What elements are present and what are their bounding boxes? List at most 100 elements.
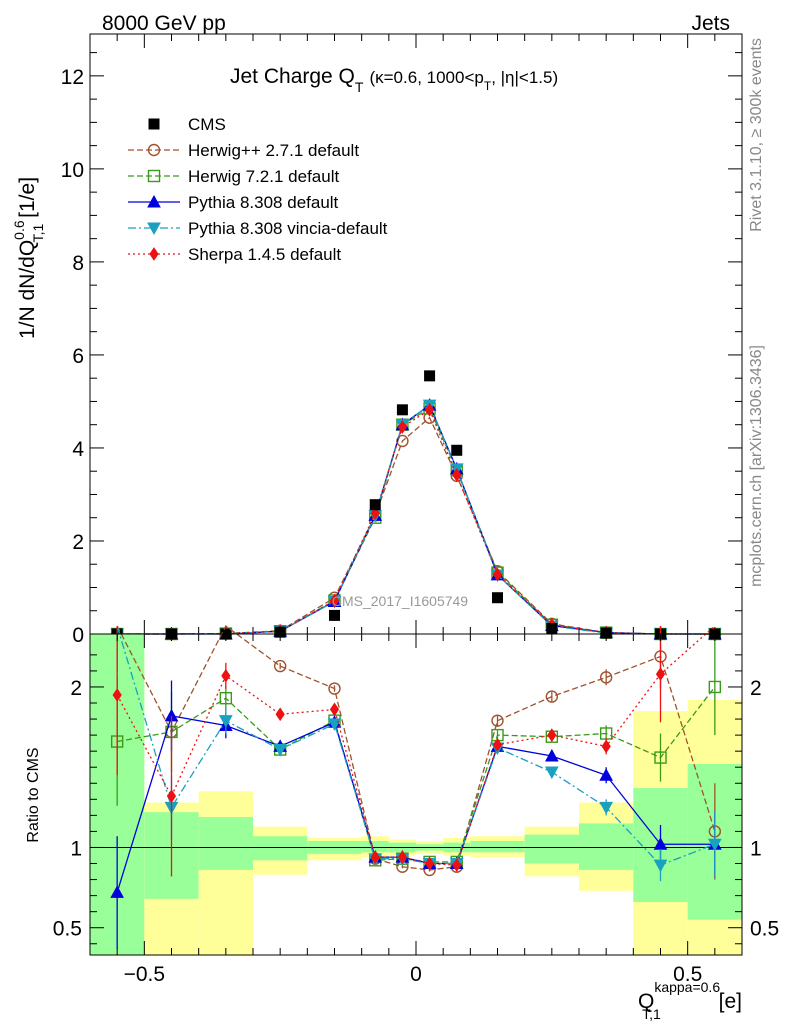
- main-title-tail: , |η|<1.5): [491, 68, 558, 87]
- legend-marker: [147, 143, 161, 157]
- ratio-bands: [90, 634, 742, 955]
- main-y-tick-label: 12: [61, 66, 84, 89]
- legend-label: Herwig 7.2.1 default: [188, 167, 339, 186]
- ratio-series-point: [492, 737, 503, 752]
- ratio-series-point: [707, 838, 722, 852]
- ratio-series-point: [544, 766, 559, 780]
- ratio-inner-band: [579, 823, 634, 870]
- ratio-y-tick-label-right: 0.5: [750, 918, 779, 941]
- legend-marker: [147, 222, 161, 236]
- legend-marker: [147, 169, 161, 183]
- side-rivet-label: Rivet 3.1.10, ≥ 300k events: [748, 38, 765, 232]
- ratio-series-point: [424, 856, 435, 871]
- ratio-ticks: 0.5 0.5 1 1 2 2 −0.5 0 0.5: [53, 634, 779, 986]
- ratio-inner-band: [524, 834, 579, 864]
- legend-cms-marker: [148, 118, 160, 130]
- ratio-lines: [90, 625, 742, 949]
- ratio-series-point: [599, 801, 614, 815]
- ratio-series-point: [544, 748, 559, 762]
- ratio-series-point: [655, 667, 666, 682]
- ratio-series-point: [275, 707, 285, 722]
- cms-data-point: [492, 592, 503, 604]
- main-title-cond: (κ=0.6, 1000<p: [369, 68, 483, 87]
- main-title-cond-sub: T: [484, 79, 492, 93]
- main-title-text: Jet Charge Q: [230, 65, 355, 88]
- ratio-panel: 0.5 0.5 1 1 2 2 −0.5 0 0.5 Ratio to CMS Qkappa=0…: [25, 625, 779, 1022]
- ratio-y-tick-label-left: 1: [70, 837, 82, 860]
- ratio-series-point: [112, 688, 122, 702]
- cms-data-point: [369, 499, 381, 511]
- ratio-series-point: [370, 850, 380, 864]
- ratio-series-point: [653, 859, 668, 873]
- ratio-series-point: [397, 850, 408, 864]
- ratio-series-point: [273, 659, 287, 673]
- ratio-series-point: [545, 690, 559, 703]
- ratio-series-point: [601, 739, 611, 754]
- main-y-label-text: 1/N dN/dQ: [16, 240, 39, 339]
- ratio-series-point: [218, 715, 233, 728]
- main-y-tick-label: 0: [72, 624, 84, 647]
- cms-data-point: [546, 622, 558, 634]
- ratio-x-tick-label: −0.5: [124, 963, 165, 986]
- main-panel: 0 2 4 6 8 10 12 CMS_2017_I1605749 Jet Charge Q…: [11, 33, 743, 647]
- ratio-series-point: [273, 744, 288, 757]
- main-y-tick-label: 8: [72, 252, 84, 275]
- main-series-point: [397, 420, 408, 434]
- main-series-point: [492, 567, 503, 582]
- legend-label: Herwig++ 2.7.1 default: [188, 141, 359, 160]
- ratio-series-line: [116, 715, 715, 893]
- ratio-series-point: [219, 692, 233, 705]
- cms-data-point: [424, 370, 436, 382]
- main-y-label-sup: 0.6: [11, 220, 27, 240]
- ratio-series-point: [329, 702, 340, 717]
- ratio-series-point: [452, 858, 462, 873]
- legend-label: Sherpa 1.4.5 default: [188, 245, 341, 264]
- ratio-series-line: [116, 625, 716, 866]
- x-label-sup: kappa=0.6: [654, 979, 720, 995]
- ratio-series-point: [110, 885, 125, 898]
- ratio-x-tick-label: 0: [410, 963, 422, 986]
- main-y-tick-label: 2: [72, 531, 84, 554]
- legend-marker: [147, 194, 161, 208]
- legend-cms-label: CMS: [188, 115, 226, 134]
- legend-label: Pythia 8.308 default: [188, 193, 339, 212]
- side-mcplots-label: mcplots.cern.ch [arXiv:1306.3436]: [748, 345, 765, 587]
- ratio-series-point: [166, 789, 177, 804]
- x-label-text: Q: [638, 990, 654, 1013]
- ratio-series-line: [116, 625, 716, 866]
- header-left-label: 8000 GeV pp: [102, 12, 226, 35]
- ratio-series-point: [547, 728, 557, 743]
- header-right-label: Jets: [691, 12, 730, 35]
- main-y-tick-label: 10: [61, 159, 84, 182]
- legend-label: Pythia 8.308 vincia-default: [188, 219, 388, 238]
- ratio-series-point: [491, 714, 504, 727]
- main-y-axis-label: 1/N dN/dQ0.6 T,1 [1/e]: [11, 177, 46, 339]
- ratio-y-tick-label-left: 2: [70, 677, 82, 700]
- main-series-point: [424, 402, 435, 417]
- cms-data-point: [274, 626, 286, 638]
- ratio-y-tick-label-right: 2: [750, 677, 762, 700]
- x-label-sub: T,1: [642, 1006, 661, 1022]
- main-title: Jet Charge QT (κ=0.6, 1000<pT, |η|<1.5): [230, 65, 558, 95]
- ratio-inner-band: [198, 816, 253, 870]
- ratio-series-line: [116, 625, 716, 871]
- ratio-series-point: [708, 680, 722, 694]
- cms-data-point: [451, 444, 463, 456]
- ratio-series-point: [328, 682, 341, 695]
- cms-data-point: [329, 609, 340, 621]
- ratio-x-tick-label: 0.5: [673, 963, 702, 986]
- ratio-inner-band: [470, 841, 525, 853]
- main-title-sub: T: [355, 79, 364, 95]
- main-ticks: 0 2 4 6 8 10 12: [61, 34, 743, 647]
- ratio-inner-band: [253, 836, 308, 861]
- ratio-series-point: [599, 671, 613, 684]
- ratio-y-axis-label: Ratio to CMS: [25, 747, 42, 842]
- ratio-series-point: [221, 668, 231, 683]
- ratio-y-tick-label-left: 0.5: [53, 918, 82, 941]
- main-series-point: [329, 593, 340, 608]
- x-label-unit: [e]: [713, 990, 742, 1013]
- cms-data-point: [600, 627, 612, 639]
- main-y-tick-label: 6: [72, 345, 84, 368]
- cms-data-point: [396, 404, 408, 416]
